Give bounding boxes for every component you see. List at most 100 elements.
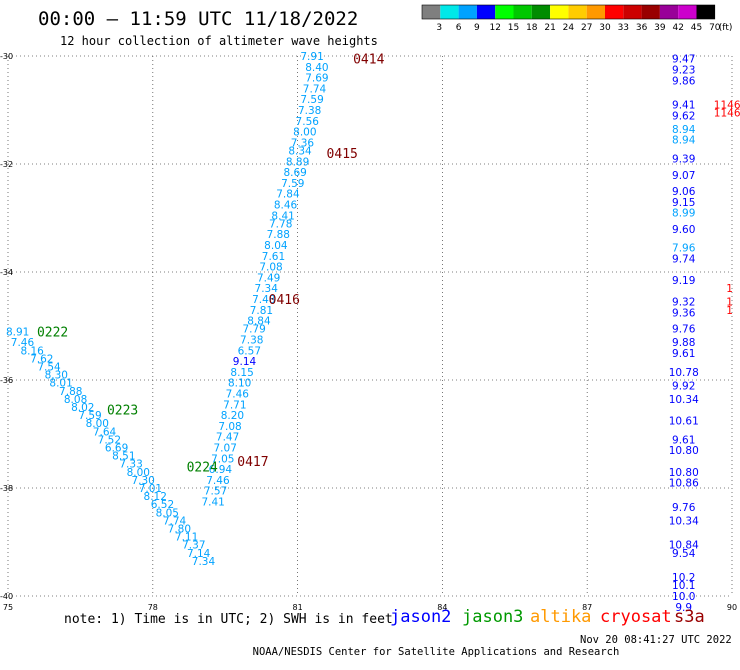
data-point-label: 8.16 [20, 345, 44, 357]
data-point-label: 8.99 [672, 208, 695, 220]
data-point-label: 6.69 [105, 443, 128, 455]
data-point-label: 9.76 [672, 324, 696, 336]
data-point-label: 8.15 [230, 367, 253, 379]
colorbar-swatch [440, 5, 459, 19]
data-point-label: 9.60 [672, 224, 695, 236]
colorbar-swatch [659, 5, 679, 19]
colorbar-swatch [458, 5, 477, 19]
data-point-label: 7.34 [192, 556, 216, 568]
data-point-label: 8.05 [156, 507, 179, 519]
data-point-label: 10.80 [669, 467, 699, 479]
data-point-label: 7.57 [204, 486, 227, 498]
data-point-label: 7.74 [163, 515, 187, 527]
data-point-label: 8.40 [305, 62, 328, 74]
data-point-label: 8.30 [45, 370, 68, 382]
data-point-label: 8.20 [221, 410, 244, 422]
data-point-label: 9.32 [672, 297, 695, 309]
legend-s3a: s3a [674, 607, 705, 627]
data-point-label: 10.2 [672, 572, 695, 584]
colorbar-tick-label: 15 [508, 23, 519, 33]
data-point-label: 1146 [714, 100, 740, 112]
data-point-label: 9.19 [672, 275, 695, 287]
data-point-label: 1 [726, 297, 733, 309]
data-point-label: 8.10 [228, 378, 251, 390]
colorbar-swatch [568, 5, 587, 19]
colorbar-swatch [495, 5, 514, 19]
chart-subtitle: 12 hour collection of altimeter wave hei… [60, 34, 378, 48]
y-tick-label: -40 [0, 592, 13, 601]
data-point-label: 8.46 [274, 200, 298, 212]
data-point-label: 7.01 [139, 483, 162, 495]
data-point-label: 7.30 [131, 475, 154, 487]
data-point-label: 10.86 [669, 478, 699, 490]
colorbar-tick-label: 21 [544, 23, 555, 33]
data-point-label: 7.80 [168, 524, 191, 536]
data-point-label: 7.48 [252, 294, 275, 306]
x-tick-label: 78 [148, 603, 158, 612]
data-point-label: 7.36 [291, 137, 315, 149]
data-point-label: 1 [726, 283, 733, 295]
data-point-label: 7.61 [262, 251, 285, 263]
data-point-label: 7.52 [98, 434, 121, 446]
grid [7, 55, 733, 597]
colorbar-tick-label: 30 [599, 23, 611, 33]
data-point-label: 10.34 [669, 515, 699, 527]
data-point-label: 8.51 [112, 451, 135, 463]
y-tick-label: -36 [0, 376, 13, 385]
data-point-label: 9.23 [672, 65, 695, 77]
data-point-label: 9.88 [672, 337, 695, 349]
legend-jason3: jason3 [462, 607, 524, 627]
colorbar-tick-label: 70 [709, 23, 721, 33]
time-label: 0223 [107, 404, 138, 419]
time-label: 0414 [353, 53, 384, 68]
x-tick-label: 84 [437, 603, 447, 612]
data-point-label: 8.34 [288, 146, 312, 158]
data-point-label: 8.00 [293, 127, 316, 139]
colorbar-frame [421, 4, 716, 20]
data-point-label: 9.47 [672, 54, 695, 66]
data-point-label: 7.78 [269, 218, 292, 230]
data-point-label: 9.9 [675, 602, 692, 614]
time-label: 0417 [237, 455, 268, 470]
data-point-label: 7.38 [240, 335, 263, 347]
colorbar-tick-label: 12 [489, 23, 500, 33]
data-point-label: 7.38 [298, 105, 321, 117]
time-labels: 0414 0415 0416 0417 0222 0223 0224 [37, 53, 385, 476]
data-point-label: 7.46 [226, 389, 250, 401]
data-point-label: 8.12 [144, 491, 167, 503]
data-point-label: 7.84 [276, 189, 300, 201]
data-point-label: 7.47 [216, 432, 239, 444]
x-tick-label: 75 [3, 603, 13, 612]
data-point-label: 8.84 [247, 316, 271, 328]
data-point-label: 9.74 [672, 254, 696, 266]
colorbar-swatch [586, 5, 605, 19]
data-point-label: 7.37 [182, 540, 205, 552]
data-point-label: 7.96 [672, 243, 696, 255]
data-point-label: 7.88 [267, 229, 290, 241]
data-point-label: 8.91 [6, 326, 29, 338]
data-point-label: 6.52 [151, 499, 174, 511]
colorbar-swatch [531, 5, 551, 19]
data-point-label: 7.07 [214, 443, 237, 455]
data-point-label: 7.59 [300, 94, 323, 106]
data-point-label: 7.56 [296, 116, 320, 128]
colorbar-swatch [678, 5, 697, 19]
data-point-label: 7.08 [259, 262, 282, 274]
data-point-label: 7.11 [175, 532, 198, 544]
data-point-label: 7.41 [201, 497, 224, 509]
colorbar-tick-label: 27 [581, 23, 592, 33]
data-point-label: 7.14 [187, 548, 211, 560]
colorbar-swatch [476, 5, 496, 19]
colorbar-unit: (ft) [719, 23, 733, 33]
footer: NOAA/NESDIS Center for Satellite Applica… [240, 634, 732, 670]
data-point-label: 8.00 [86, 418, 109, 430]
time-label: 0415 [327, 147, 358, 162]
colorbar-tick-label: 24 [563, 23, 575, 33]
data-point-label: 7.08 [218, 421, 241, 433]
data-point-label: 7.49 [257, 272, 280, 284]
data-point-label: 8.89 [286, 156, 309, 168]
axis-ticks: 75 78 81 84 87 90 -30 -32 -34 -36 -38 -40 [0, 52, 737, 612]
time-label: 0416 [269, 293, 300, 308]
colorbar-swatch [605, 5, 624, 19]
data-point-label: 7.59 [281, 178, 304, 190]
